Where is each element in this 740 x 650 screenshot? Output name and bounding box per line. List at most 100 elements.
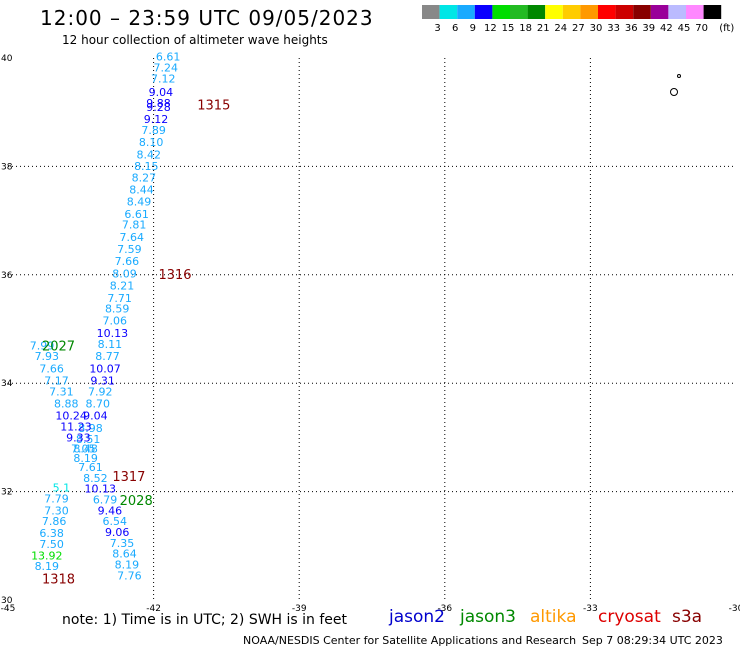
wave-height-value: 8.27 (132, 172, 157, 185)
wave-height-value: 9.28 (146, 101, 171, 114)
wave-height-value: 8.09 (112, 268, 137, 281)
wave-height-value: 5.1 (53, 482, 71, 495)
color-scale-label: 18 (519, 23, 532, 34)
color-swatch (527, 5, 546, 19)
color-scale-label: (ft) (719, 23, 734, 34)
x-tick-label: -42 (146, 604, 161, 614)
pass-time-label: 2027 (42, 340, 75, 355)
wave-height-value: 7.12 (151, 72, 176, 85)
y-tick-label: 36 (1, 271, 13, 281)
wave-height-value: 7.79 (44, 492, 69, 505)
wave-height-value: 7.31 (49, 386, 74, 399)
wave-height-value: 7.71 (107, 292, 132, 305)
wave-height-value: 8.19 (35, 560, 60, 573)
pass-time-label: 1315 (197, 98, 230, 113)
color-scale-label: 6 (452, 23, 458, 34)
wave-height-value: 8.59 (105, 303, 130, 316)
island-outline (670, 88, 678, 96)
wave-height-value: 8.19 (115, 559, 140, 572)
color-swatch (615, 5, 634, 19)
sat-s3a-label: s3a (672, 607, 703, 627)
wave-height-value: 9.04 (83, 410, 108, 423)
pass-time-label: 2028 (120, 494, 153, 509)
color-scale-label: 12 (484, 23, 497, 34)
y-tick-label: 30 (1, 596, 13, 606)
x-tick-label: -36 (437, 604, 452, 614)
wave-height-value: 13.92 (31, 549, 63, 562)
wave-height-value: 7.30 (44, 504, 69, 517)
color-scale-label: 39 (642, 23, 655, 34)
color-scale-label: 45 (678, 23, 691, 34)
wave-height-value: 9.31 (90, 374, 115, 387)
wave-height-value: 8.44 (129, 184, 154, 197)
wave-height-value: 7.17 (44, 374, 69, 387)
wave-height-value: 8.48 (73, 443, 98, 456)
wave-height-value: 7.86 (42, 515, 67, 528)
color-swatch (598, 5, 616, 19)
color-scale-label: 33 (607, 23, 620, 34)
wave-height-value: 9.46 (98, 504, 123, 517)
wave-height-value: 6.38 (39, 527, 64, 540)
color-swatch (703, 5, 722, 19)
y-tick-label: 34 (1, 379, 13, 389)
pass-time-label: 1318 (42, 573, 75, 588)
wave-height-value: 10.07 (89, 362, 121, 375)
wave-height-value: 7.89 (141, 124, 166, 137)
wave-height-value: 6.61 (156, 51, 181, 64)
wave-height-value: 7.06 (103, 315, 128, 328)
wave-height-value: 7.24 (153, 62, 178, 75)
color-scale-label: 27 (572, 23, 585, 34)
color-scale-label: 9 (470, 23, 476, 34)
wave-height-value: 8.10 (139, 136, 164, 149)
wave-height-value: 7.76 (117, 569, 142, 582)
sat-altika-label: altika (530, 607, 577, 627)
wave-height-value: 7.59 (117, 243, 142, 256)
x-tick-label: -45 (1, 604, 16, 614)
wave-height-value: 8.42 (136, 148, 161, 161)
wave-height-value: 7.99 (30, 340, 55, 353)
wave-height-value: 6.54 (103, 515, 128, 528)
color-scale-label: 3 (434, 23, 440, 34)
wave-height-value: 7.81 (122, 219, 147, 232)
wave-height-value: 9.04 (149, 86, 174, 99)
wave-height-value: 7.66 (115, 255, 140, 268)
x-tick-label: -30 (729, 604, 740, 614)
pass-time-label: 1317 (112, 470, 145, 485)
sat-jason3-label: jason3 (460, 607, 516, 627)
wave-height-value: 8.77 (95, 350, 120, 363)
color-swatch (686, 5, 704, 19)
wave-height-value: 8.51 (76, 433, 101, 446)
color-scale-label: 21 (537, 23, 550, 34)
wave-height-value: 9.12 (144, 113, 169, 126)
color-swatch (545, 5, 563, 19)
y-tick-label: 32 (1, 488, 12, 498)
wave-height-value: 7.50 (39, 538, 64, 551)
color-swatch (562, 5, 581, 19)
color-swatch (668, 5, 686, 19)
wave-height-value: 6.61 (124, 208, 149, 221)
sat-cryosat-label: cryosat (598, 607, 661, 627)
wave-height-value: 8.70 (86, 398, 111, 411)
wave-height-value: 8.11 (98, 338, 123, 351)
x-tick-label: -39 (292, 604, 307, 614)
color-scale-label: 15 (502, 23, 515, 34)
color-scale-legend: 3 6 9 12 15 18 21 24 27 30 33 36 39 42 45 70 (ft) (422, 5, 734, 34)
wave-height-value: 7.35 (110, 537, 135, 550)
wave-height-value: 10.13 (97, 327, 129, 340)
credit-text: NOAA/NESDIS Center for Satellite Applica… (243, 634, 577, 647)
wave-height-value: 7.93 (35, 350, 60, 363)
wave-height-value: 8.49 (127, 195, 152, 208)
color-scale-label: 70 (695, 23, 708, 34)
footnote: note: 1) Time is in UTC; 2) SWH is in fe… (62, 612, 348, 628)
wave-height-value: 8.15 (134, 160, 159, 173)
wave-height-value: 8.21 (110, 279, 135, 292)
color-swatch (457, 5, 475, 19)
wave-height-value: 9.33 (66, 432, 91, 445)
wave-height-value: 10.13 (84, 483, 116, 496)
wave-height-value: 6.79 (93, 494, 118, 507)
wave-height-value: 9.06 (105, 526, 130, 539)
color-swatch (474, 5, 493, 19)
color-swatch (422, 5, 440, 19)
island-outline (677, 74, 681, 78)
